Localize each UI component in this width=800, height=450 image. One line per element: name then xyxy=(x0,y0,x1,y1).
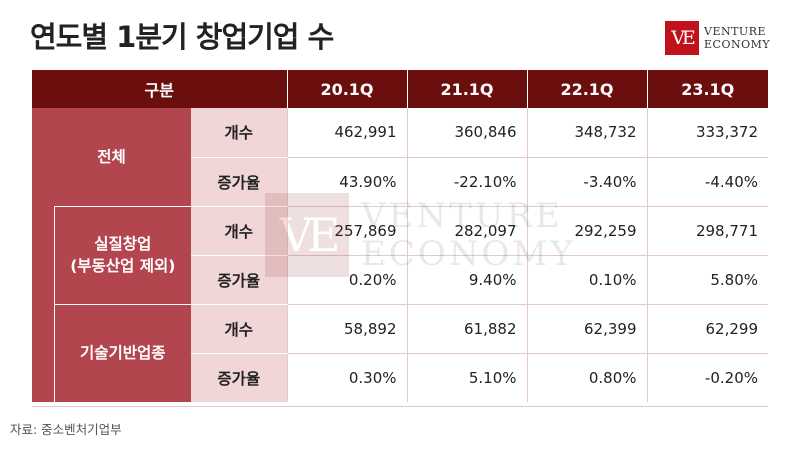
table-cell: 257,869 xyxy=(286,206,407,256)
metric-label: 증가율 xyxy=(191,157,287,207)
table-cell: 0.80% xyxy=(526,353,647,402)
header-period: 20.1Q xyxy=(287,70,408,108)
table-cell: -0.20% xyxy=(646,353,768,402)
logo-line-2: ECONOMY xyxy=(704,38,771,51)
group-label-subtext: (부동산업 제외) xyxy=(70,257,176,275)
group-indent xyxy=(32,206,54,402)
table-cell: -3.40% xyxy=(526,157,647,207)
table-header-row: 구분 20.1Q 21.1Q 22.1Q 23.1Q xyxy=(32,70,768,108)
metric-label: 개수 xyxy=(191,304,287,354)
ve-logo-mark: VE xyxy=(665,21,699,55)
group-label: 기술기반업종 xyxy=(53,303,191,402)
header-period: 22.1Q xyxy=(527,70,648,108)
metric-label: 증가율 xyxy=(191,353,287,403)
table-cell: 360,846 xyxy=(406,108,527,158)
table-row: 증가율 43.90% -22.10% -3.40% -4.40% xyxy=(32,157,768,207)
table-cell: 462,991 xyxy=(286,108,407,158)
table-cell: 292,259 xyxy=(526,206,647,256)
table-cell: 282,097 xyxy=(406,206,527,256)
group-label: 실질창업 (부동산업 제외) xyxy=(53,205,191,304)
metric-label: 개수 xyxy=(191,206,287,256)
table-cell: 9.40% xyxy=(406,255,527,305)
table-cell: 62,399 xyxy=(526,304,647,354)
startup-count-table: 구분 20.1Q 21.1Q 22.1Q 23.1Q 전체 개수 462,991… xyxy=(32,70,768,403)
table-row: 증가율 0.20% 9.40% 0.10% 5.80% xyxy=(32,255,768,305)
group-label-text: 기술기반업종 xyxy=(79,344,166,363)
venture-economy-logo: VE VENTURE ECONOMY xyxy=(665,20,770,56)
table-row: 기술기반업종 개수 58,892 61,882 62,399 62,299 xyxy=(32,303,768,402)
table-cell: 0.20% xyxy=(286,255,407,305)
table-cell: 62,299 xyxy=(646,304,768,354)
page-title: 연도별 1분기 창업기업 수 xyxy=(30,20,334,54)
logo-line-1: VENTURE xyxy=(704,25,767,38)
table-row: 증가율 0.30% 5.10% 0.80% -0.20% xyxy=(32,353,768,403)
table-cell: -4.40% xyxy=(646,157,768,207)
table-cell: 58,892 xyxy=(286,304,407,354)
table-bottom-rule xyxy=(32,406,768,407)
table-cell: 348,732 xyxy=(526,108,647,158)
logo-wordmark: VENTURE ECONOMY xyxy=(704,25,770,51)
table-cell: 0.10% xyxy=(526,255,647,305)
table-cell: 333,372 xyxy=(646,108,768,158)
header-period: 23.1Q xyxy=(647,70,768,108)
metric-label: 개수 xyxy=(191,108,287,158)
table-cell: 5.10% xyxy=(406,353,527,402)
table-cell: 61,882 xyxy=(406,304,527,354)
metric-label: 증가율 xyxy=(191,255,287,305)
group-label: 전체 xyxy=(32,108,191,206)
header-category: 구분 xyxy=(32,70,288,108)
header-period: 21.1Q xyxy=(407,70,528,108)
table-cell: 0.30% xyxy=(286,353,407,402)
table-cell: 5.80% xyxy=(646,255,768,305)
table-cell: -22.10% xyxy=(406,157,527,207)
table-row: 실질창업 (부동산업 제외) 개수 257,869 282,097 292,25… xyxy=(32,205,768,402)
source-note: 자료: 중소벤처기업부 xyxy=(10,422,122,437)
group-label-text: 실질창업 xyxy=(94,235,152,253)
group-label-text: 전체 xyxy=(97,147,126,166)
table-cell: 43.90% xyxy=(286,157,407,207)
table-row: 전체 개수 462,991 360,846 348,732 333,372 xyxy=(32,108,768,206)
table-cell: 298,771 xyxy=(646,206,768,256)
